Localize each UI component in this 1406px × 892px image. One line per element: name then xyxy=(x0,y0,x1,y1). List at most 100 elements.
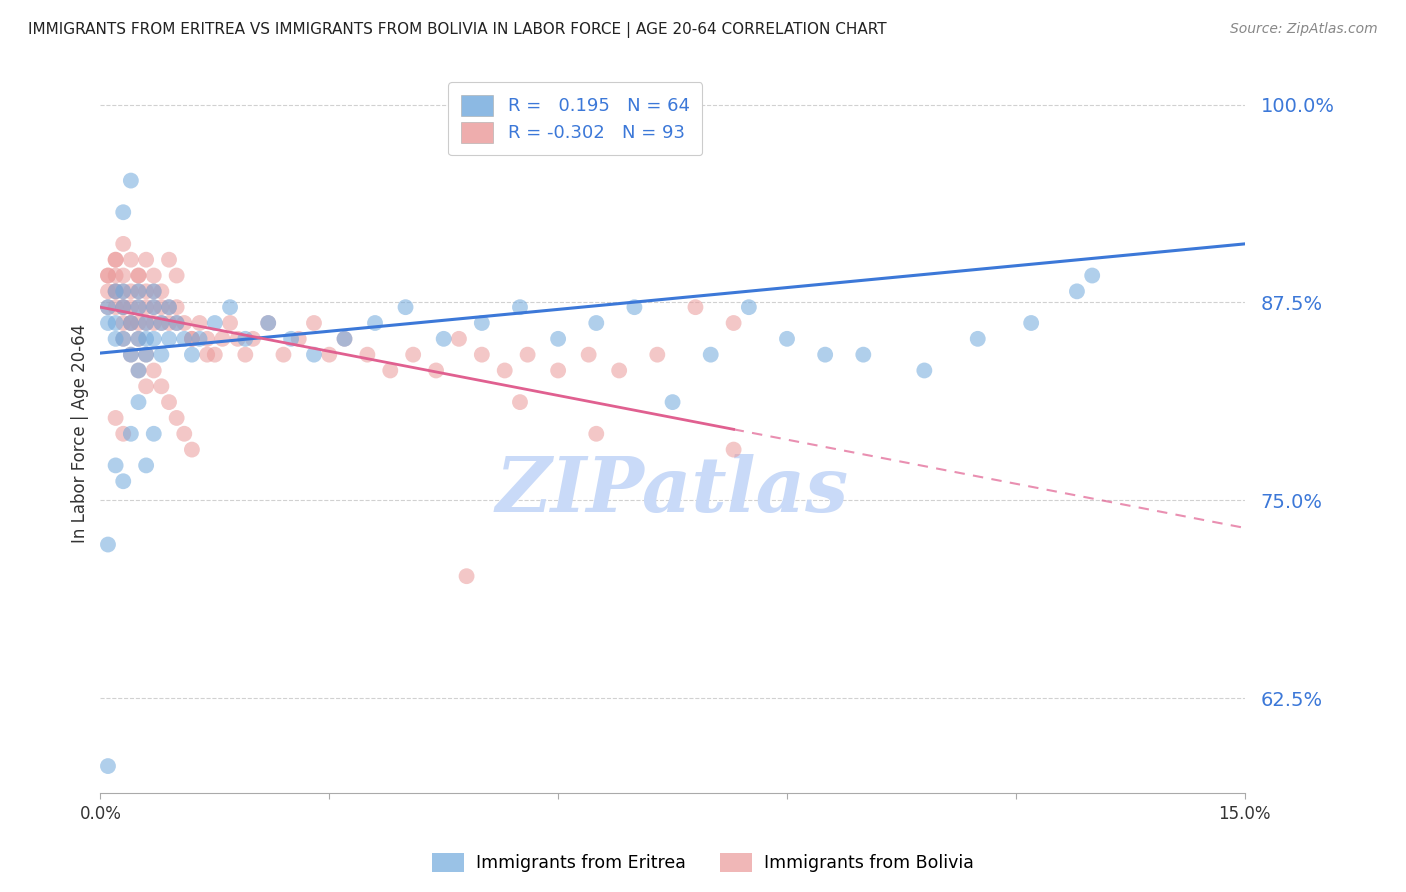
Point xyxy=(661,395,683,409)
Point xyxy=(104,332,127,346)
Point xyxy=(104,285,127,299)
Point xyxy=(104,411,127,425)
Point xyxy=(157,395,180,409)
Point xyxy=(157,316,180,330)
Point xyxy=(104,300,127,314)
Point xyxy=(302,348,325,362)
Point xyxy=(112,300,135,314)
Point xyxy=(166,316,188,330)
Point xyxy=(120,348,142,362)
Point xyxy=(188,332,211,346)
Point xyxy=(112,426,135,441)
Point xyxy=(912,363,935,377)
Point xyxy=(135,348,157,362)
Point xyxy=(287,332,309,346)
Point xyxy=(402,348,425,362)
Point xyxy=(128,300,150,314)
Point xyxy=(188,316,211,330)
Point xyxy=(226,332,249,346)
Point xyxy=(112,236,135,251)
Point xyxy=(425,363,447,377)
Legend: Immigrants from Eritrea, Immigrants from Bolivia: Immigrants from Eritrea, Immigrants from… xyxy=(426,846,980,879)
Point xyxy=(166,300,188,314)
Point xyxy=(97,759,120,773)
Point xyxy=(112,205,135,219)
Point xyxy=(112,316,135,330)
Point xyxy=(647,348,669,362)
Point xyxy=(433,332,456,346)
Point xyxy=(112,475,135,489)
Point xyxy=(180,332,202,346)
Point xyxy=(204,348,226,362)
Point xyxy=(1066,285,1088,299)
Point xyxy=(585,316,607,330)
Point xyxy=(723,442,745,457)
Point xyxy=(97,300,120,314)
Point xyxy=(142,285,165,299)
Point xyxy=(356,348,378,362)
Point xyxy=(104,268,127,283)
Point xyxy=(394,300,416,314)
Point xyxy=(607,363,630,377)
Point xyxy=(112,285,135,299)
Point xyxy=(112,332,135,346)
Point xyxy=(120,316,142,330)
Point xyxy=(280,332,302,346)
Point xyxy=(509,395,531,409)
Point xyxy=(364,316,387,330)
Point xyxy=(180,332,202,346)
Point xyxy=(699,348,721,362)
Point xyxy=(120,300,142,314)
Point xyxy=(104,316,127,330)
Point xyxy=(142,316,165,330)
Point xyxy=(142,285,165,299)
Point xyxy=(142,332,165,346)
Point xyxy=(135,316,157,330)
Point xyxy=(150,348,173,362)
Point xyxy=(233,332,256,346)
Point xyxy=(120,316,142,330)
Point xyxy=(166,411,188,425)
Point xyxy=(97,300,120,314)
Point xyxy=(128,285,150,299)
Point xyxy=(150,316,173,330)
Point xyxy=(623,300,645,314)
Point xyxy=(112,332,135,346)
Point xyxy=(97,537,120,551)
Text: Source: ZipAtlas.com: Source: ZipAtlas.com xyxy=(1230,22,1378,37)
Point xyxy=(104,252,127,267)
Point xyxy=(135,332,157,346)
Point xyxy=(135,300,157,314)
Point xyxy=(471,316,494,330)
Point xyxy=(233,348,256,362)
Point xyxy=(128,363,150,377)
Point xyxy=(195,332,218,346)
Point xyxy=(257,316,280,330)
Point xyxy=(128,268,150,283)
Point xyxy=(128,363,150,377)
Point xyxy=(120,173,142,187)
Point xyxy=(494,363,516,377)
Point xyxy=(219,300,242,314)
Point xyxy=(685,300,707,314)
Point xyxy=(157,252,180,267)
Point xyxy=(142,300,165,314)
Point xyxy=(219,316,242,330)
Point xyxy=(120,316,142,330)
Point xyxy=(104,285,127,299)
Point xyxy=(135,458,157,473)
Point xyxy=(120,285,142,299)
Point xyxy=(814,348,837,362)
Point xyxy=(723,316,745,330)
Point xyxy=(135,316,157,330)
Point xyxy=(112,285,135,299)
Point xyxy=(157,332,180,346)
Point xyxy=(578,348,600,362)
Point xyxy=(333,332,356,346)
Point xyxy=(738,300,761,314)
Point xyxy=(776,332,799,346)
Point xyxy=(380,363,402,377)
Point xyxy=(97,285,120,299)
Point xyxy=(180,348,202,362)
Text: ZIPatlas: ZIPatlas xyxy=(496,453,849,527)
